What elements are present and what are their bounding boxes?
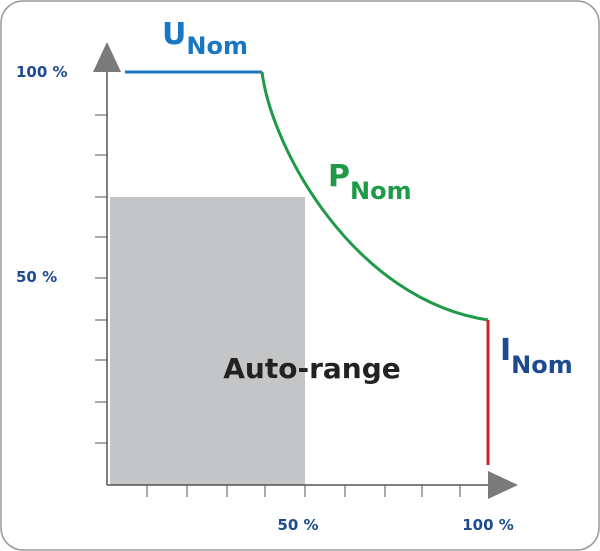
subscript: Nom	[511, 351, 573, 379]
symbol: U	[162, 17, 186, 52]
power-curve	[260, 71, 489, 322]
y-label-50: 50 %	[16, 268, 57, 286]
p-nom-label: PNom	[328, 159, 412, 205]
x-label-50: 50 %	[277, 516, 318, 534]
y-arrow	[93, 42, 121, 72]
subscript: Nom	[350, 177, 412, 205]
subscript: Nom	[186, 32, 248, 60]
x-ticks	[146, 485, 461, 497]
x-label-100: 100 %	[462, 516, 514, 534]
auto-range-area	[110, 197, 305, 485]
x-arrow	[488, 471, 518, 499]
y-ticks	[95, 114, 107, 444]
u-nom-label: UNom	[162, 17, 248, 60]
symbol: I	[500, 333, 511, 368]
auto-range-label: Auto-range	[223, 352, 401, 385]
symbol: P	[328, 159, 350, 194]
i-nom-label: INom	[500, 333, 573, 379]
y-label-100: 100 %	[16, 63, 68, 81]
